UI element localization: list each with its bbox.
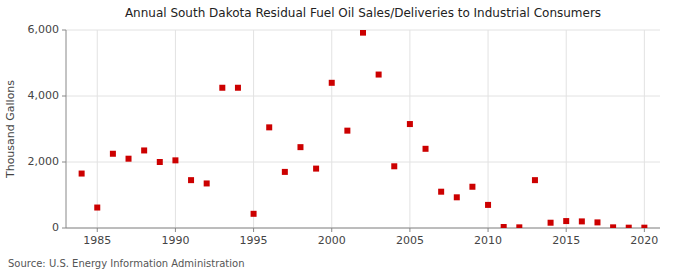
point bbox=[423, 146, 429, 152]
point bbox=[344, 128, 350, 134]
point bbox=[251, 211, 257, 217]
point bbox=[141, 147, 147, 153]
point bbox=[204, 180, 210, 186]
x-axis-line bbox=[66, 228, 660, 229]
grid bbox=[66, 30, 660, 228]
point bbox=[438, 189, 444, 195]
x-tick-label: 1985 bbox=[83, 234, 111, 247]
y-tick bbox=[62, 162, 66, 163]
point bbox=[516, 224, 522, 228]
point bbox=[235, 85, 241, 91]
chart-svg: 0 2,000 4,000 6,000 1985 1990 1995 2000 2005 2010… bbox=[0, 0, 675, 275]
x-tick-label: 2005 bbox=[396, 234, 424, 247]
x-tick bbox=[566, 228, 567, 232]
point bbox=[485, 202, 491, 208]
point bbox=[188, 177, 194, 183]
source-note: Source: U.S. Energy Information Administ… bbox=[8, 258, 245, 269]
y-tick bbox=[62, 30, 66, 31]
x-tick bbox=[331, 228, 332, 232]
x-grid-line bbox=[175, 30, 176, 228]
y-grid-line bbox=[66, 228, 660, 229]
y-axis-label: Thousand Gallons bbox=[4, 80, 17, 179]
point bbox=[282, 169, 288, 175]
x-grid-line bbox=[253, 30, 254, 228]
point bbox=[641, 225, 647, 228]
point bbox=[376, 72, 382, 78]
x-tick bbox=[175, 228, 176, 232]
point bbox=[329, 80, 335, 86]
y-grid-line bbox=[66, 162, 660, 163]
point bbox=[126, 156, 132, 162]
point bbox=[501, 224, 507, 228]
x-grid-line bbox=[644, 30, 645, 228]
point bbox=[407, 121, 413, 127]
point bbox=[594, 219, 600, 225]
x-tick-label: 1995 bbox=[240, 234, 268, 247]
point bbox=[313, 166, 319, 172]
point bbox=[219, 85, 225, 91]
point bbox=[297, 144, 303, 150]
point bbox=[172, 157, 178, 163]
x-grid-line bbox=[97, 30, 98, 228]
x-tick-label: 2015 bbox=[552, 234, 580, 247]
x-tick-label: 2020 bbox=[630, 234, 658, 247]
point bbox=[79, 171, 85, 177]
point bbox=[94, 205, 100, 211]
point bbox=[626, 225, 632, 228]
y-tick-label: 6,000 bbox=[28, 23, 60, 36]
point bbox=[360, 30, 366, 36]
point bbox=[563, 218, 569, 224]
x-grid-line bbox=[488, 30, 489, 228]
points bbox=[79, 30, 648, 228]
x-tick-label: 2000 bbox=[318, 234, 346, 247]
point bbox=[610, 224, 616, 228]
x-grid-line bbox=[331, 30, 332, 228]
point bbox=[157, 159, 163, 165]
y-tick-label: 2,000 bbox=[28, 155, 60, 168]
point bbox=[532, 177, 538, 183]
point bbox=[454, 194, 460, 200]
point bbox=[110, 151, 116, 157]
axes: 0 2,000 4,000 6,000 1985 1990 1995 2000 2005 2010… bbox=[28, 23, 661, 247]
y-tick bbox=[62, 228, 66, 229]
x-grid-line bbox=[409, 30, 410, 228]
y-grid-line bbox=[66, 96, 660, 97]
y-axis-line bbox=[66, 30, 67, 228]
point bbox=[548, 220, 554, 226]
point bbox=[579, 218, 585, 224]
point bbox=[469, 184, 475, 190]
title: Annual South Dakota Residual Fuel Oil Sa… bbox=[125, 6, 601, 20]
x-tick-label: 1990 bbox=[161, 234, 189, 247]
x-tick bbox=[488, 228, 489, 232]
x-tick bbox=[253, 228, 254, 232]
point bbox=[391, 163, 397, 169]
x-grid-line bbox=[566, 30, 567, 228]
chart-container: 0 2,000 4,000 6,000 1985 1990 1995 2000 2005 2010… bbox=[0, 0, 675, 275]
y-tick bbox=[62, 96, 66, 97]
x-tick bbox=[644, 228, 645, 232]
x-tick bbox=[409, 228, 410, 232]
x-tick bbox=[97, 228, 98, 232]
point bbox=[266, 124, 272, 130]
y-tick-label: 4,000 bbox=[28, 89, 60, 102]
y-tick-label: 0 bbox=[52, 221, 59, 234]
x-tick-label: 2010 bbox=[474, 234, 502, 247]
